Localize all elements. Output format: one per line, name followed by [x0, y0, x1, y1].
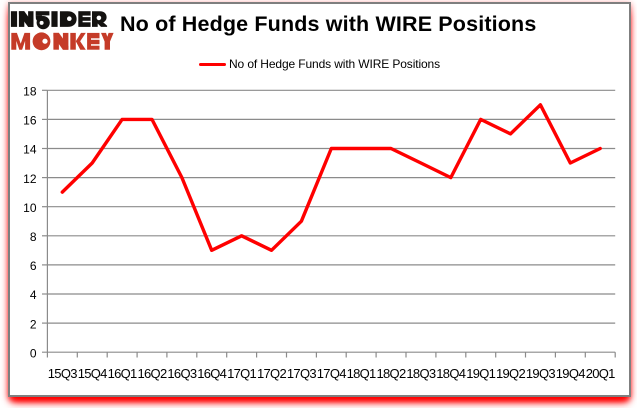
svg-text:0: 0 — [30, 346, 37, 360]
svg-text:6: 6 — [30, 259, 37, 273]
svg-text:19Q4: 19Q4 — [556, 366, 585, 381]
svg-text:18Q1: 18Q1 — [347, 366, 376, 381]
svg-text:17Q1: 17Q1 — [227, 366, 256, 381]
svg-text:8: 8 — [30, 230, 37, 244]
svg-text:16Q1: 16Q1 — [108, 366, 137, 381]
svg-text:19Q2: 19Q2 — [496, 366, 525, 381]
svg-text:16Q2: 16Q2 — [137, 366, 166, 381]
svg-text:10: 10 — [23, 201, 37, 215]
svg-text:15Q3: 15Q3 — [48, 366, 77, 381]
svg-text:18Q2: 18Q2 — [376, 366, 405, 381]
svg-text:19Q1: 19Q1 — [466, 366, 495, 381]
svg-text:4: 4 — [30, 288, 37, 302]
svg-text:14: 14 — [23, 143, 37, 157]
svg-text:17Q2: 17Q2 — [257, 366, 286, 381]
svg-text:18Q4: 18Q4 — [436, 366, 465, 381]
svg-text:18Q3: 18Q3 — [406, 366, 435, 381]
svg-text:16Q3: 16Q3 — [167, 366, 196, 381]
svg-text:12: 12 — [23, 172, 37, 186]
svg-text:16Q4: 16Q4 — [197, 366, 226, 381]
svg-text:19Q3: 19Q3 — [526, 366, 555, 381]
svg-text:17Q3: 17Q3 — [287, 366, 316, 381]
svg-text:20Q1: 20Q1 — [586, 366, 615, 381]
svg-text:16: 16 — [23, 114, 37, 128]
svg-text:18: 18 — [23, 85, 37, 99]
svg-text:17Q4: 17Q4 — [317, 366, 346, 381]
svg-text:2: 2 — [30, 317, 37, 331]
svg-text:15Q4: 15Q4 — [78, 366, 107, 381]
